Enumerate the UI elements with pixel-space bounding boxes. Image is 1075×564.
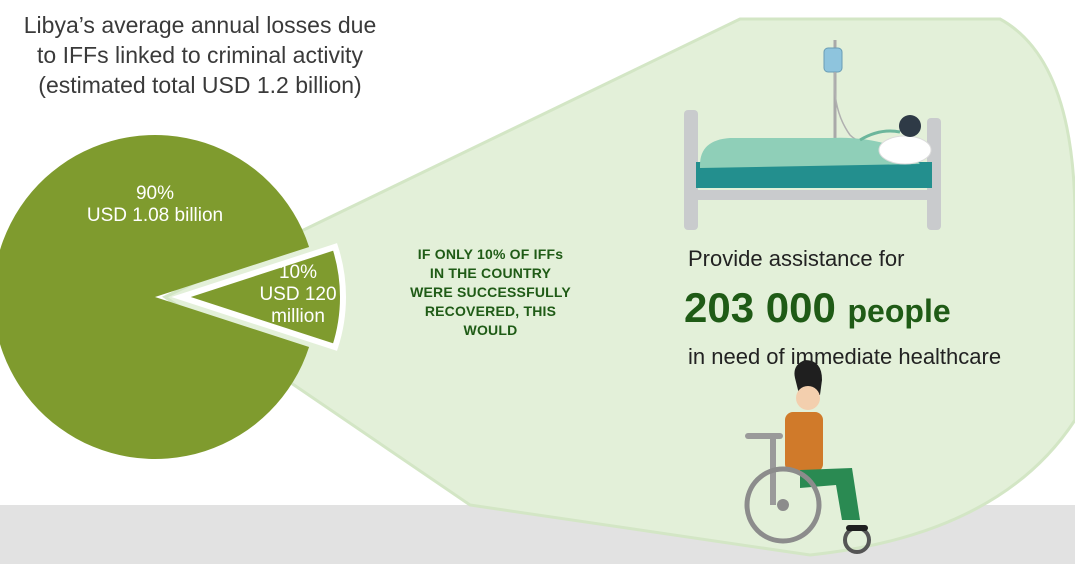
assistance-intro: Provide assistance for — [688, 246, 905, 271]
chart-title-line: to IFFs linked to criminal activity — [37, 42, 363, 68]
pie-chart — [0, 135, 346, 459]
callout-line: IN THE COUNTRY — [429, 265, 552, 281]
wheelchair-user-icon — [744, 360, 871, 554]
recovery-callout: IF ONLY 10% OF IFFs IN THE COUNTRY WERE … — [378, 245, 603, 340]
people-unit: people — [847, 293, 951, 329]
slice-10-value: million — [271, 306, 325, 327]
slice-10-percent: 10% — [278, 262, 318, 283]
assistance-tail: in need of immediate healthcare — [688, 344, 1002, 369]
pie-slice-90-percent — [0, 135, 310, 459]
chart-title-line: Libya’s average annual losses due — [23, 12, 377, 38]
hospital-bed-patient-icon — [684, 40, 941, 230]
people-number: 203 000 — [684, 284, 836, 331]
people-count: 203 000 people — [684, 282, 951, 337]
callout-line: WOULD — [463, 322, 518, 338]
slice-90-label: 90% USD 1.08 billion — [70, 183, 240, 227]
pie-slice-10-percent — [171, 243, 346, 351]
callout-line: WERE SUCCESSFULLY — [410, 284, 571, 300]
chart-title: Libya’s average annual losses due to IFF… — [0, 10, 400, 100]
slice-90-percent: 90% — [135, 183, 175, 204]
callout-line: IF ONLY 10% OF IFFs — [417, 246, 564, 262]
chart-title-line: (estimated total USD 1.2 billion) — [38, 72, 362, 98]
slice-10-value: USD 120 — [259, 284, 337, 305]
slice-90-value: USD 1.08 billion — [86, 205, 224, 226]
slice-10-label: 10% USD 120 million — [248, 262, 348, 328]
callout-line: RECOVERED, THIS — [424, 303, 557, 319]
